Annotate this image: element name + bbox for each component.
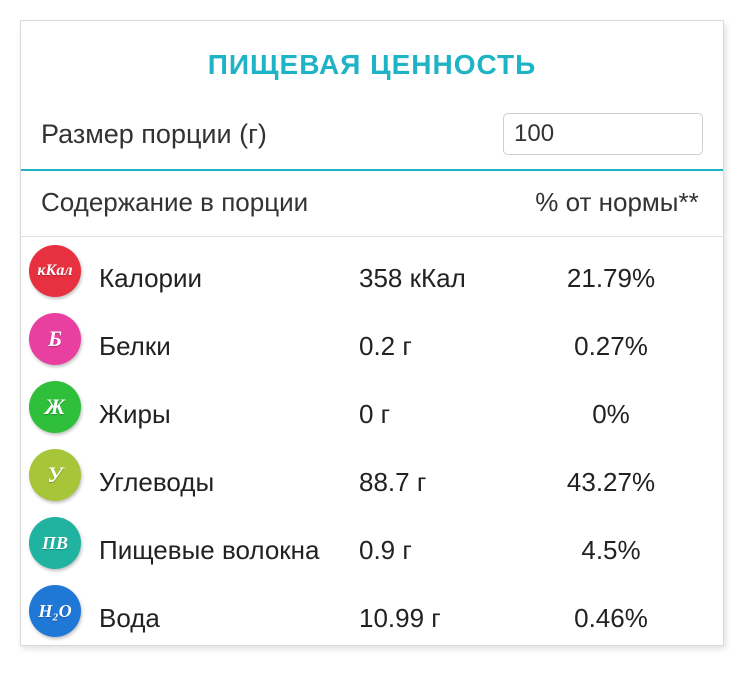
serving-input[interactable] — [503, 113, 703, 155]
nutrient-row-water: H₂O Вода10.99 г0.46% — [21, 577, 723, 645]
nutrient-name: Жиры — [99, 385, 359, 430]
nutrient-name: Калории — [99, 249, 359, 294]
nutrient-name: Вода — [99, 589, 359, 634]
nutrient-value: 0 г — [359, 385, 519, 430]
nutrient-percent: 0.46% — [519, 589, 703, 634]
nutrient-percent: 0.27% — [519, 317, 703, 362]
nutrient-row-carbs: У Углеводы88.7 г43.27% — [21, 441, 723, 509]
nutrient-value: 358 кКал — [359, 249, 519, 294]
nutrient-percent: 21.79% — [519, 249, 703, 294]
nutrient-percent: 43.27% — [519, 453, 703, 498]
nutrient-rows: кКал Калории358 кКал21.79% Б Белки0.2 г0.27… — [21, 237, 723, 645]
nutrient-value: 0.9 г — [359, 521, 519, 566]
fiber-icon: ПВ — [29, 517, 81, 569]
panel-title: ПИЩЕВАЯ ЦЕННОСТЬ — [21, 21, 723, 103]
table-header: Содержание в порции % от нормы** — [21, 171, 723, 237]
nutrient-value: 0.2 г — [359, 317, 519, 362]
nutrient-row-protein: Б Белки0.2 г0.27% — [21, 305, 723, 373]
calories-icon: кКал — [29, 245, 81, 297]
fat-icon: Ж — [29, 381, 81, 433]
header-percent: % от нормы** — [531, 187, 703, 218]
nutrition-panel: ПИЩЕВАЯ ЦЕННОСТЬ Размер порции (г) Содер… — [20, 20, 724, 646]
nutrient-percent: 4.5% — [519, 521, 703, 566]
serving-label: Размер порции (г) — [41, 119, 503, 150]
nutrient-row-fiber: ПВ Пищевые волокна0.9 г4.5% — [21, 509, 723, 577]
nutrient-name: Пищевые волокна — [99, 521, 359, 566]
nutrient-name: Белки — [99, 317, 359, 362]
water-icon: H₂O — [29, 585, 81, 637]
nutrient-value: 88.7 г — [359, 453, 519, 498]
nutrient-name: Углеводы — [99, 453, 359, 498]
nutrient-row-fat: Ж Жиры0 г0% — [21, 373, 723, 441]
nutrient-percent: 0% — [519, 385, 703, 430]
carbs-icon: У — [29, 449, 81, 501]
nutrient-value: 10.99 г — [359, 589, 519, 634]
serving-row: Размер порции (г) — [21, 103, 723, 171]
nutrient-row-calories: кКал Калории358 кКал21.79% — [21, 237, 723, 305]
protein-icon: Б — [29, 313, 81, 365]
header-content: Содержание в порции — [41, 187, 371, 218]
